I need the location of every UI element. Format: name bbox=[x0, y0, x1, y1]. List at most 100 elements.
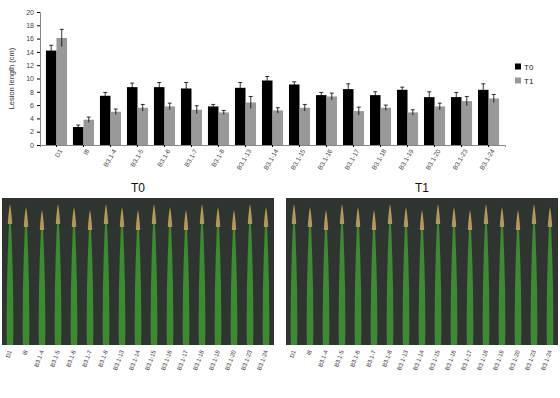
y-tick-label: 18 bbox=[26, 22, 34, 29]
error-line bbox=[132, 83, 133, 91]
legend-swatch bbox=[515, 78, 521, 84]
error-bar bbox=[276, 108, 280, 113]
error-cap bbox=[276, 107, 280, 108]
y-tick: 0 bbox=[30, 142, 40, 149]
y-tick: 18 bbox=[26, 22, 40, 29]
bar bbox=[191, 110, 202, 145]
error-line bbox=[213, 104, 214, 108]
error-bar bbox=[465, 96, 469, 105]
plot-area bbox=[46, 29, 499, 145]
leaf bbox=[231, 210, 238, 345]
bar bbox=[245, 102, 256, 145]
x-tick: B3.1-24 bbox=[478, 145, 496, 171]
leaf-label: B3.1-17 bbox=[176, 349, 189, 371]
y-tick-label: 4 bbox=[30, 115, 34, 122]
x-tick-mark bbox=[353, 145, 354, 147]
leaf bbox=[387, 204, 394, 345]
bar bbox=[83, 120, 94, 145]
bar bbox=[46, 51, 57, 145]
error-bar bbox=[492, 94, 496, 102]
error-line bbox=[331, 93, 332, 100]
x-axis-line bbox=[41, 146, 506, 148]
leaf bbox=[515, 210, 522, 345]
x-tick: B3.1-14 bbox=[262, 145, 280, 171]
panel-title: T0 bbox=[131, 181, 145, 195]
leaf-label: B3.1-18 bbox=[476, 349, 489, 371]
leaf-label: D1 bbox=[5, 349, 13, 359]
error-cap bbox=[292, 81, 296, 82]
bar bbox=[327, 96, 338, 145]
y-tick: 20 bbox=[26, 9, 40, 16]
bar bbox=[127, 87, 138, 145]
error-bar bbox=[195, 106, 199, 114]
error-cap bbox=[141, 104, 145, 105]
y-tick-label: 20 bbox=[26, 9, 34, 16]
leaf-lesion bbox=[152, 204, 156, 224]
leaf-label: B3.1-6 bbox=[65, 349, 77, 368]
y-tick: 2 bbox=[30, 128, 40, 135]
leaf-label: B3.1-24 bbox=[540, 349, 553, 371]
error-bar bbox=[438, 103, 442, 110]
error-line bbox=[466, 96, 467, 105]
leaf bbox=[7, 204, 14, 345]
error-cap bbox=[114, 109, 118, 110]
y-tick-mark bbox=[37, 39, 40, 40]
error-bar bbox=[319, 92, 323, 97]
y-axis-line bbox=[37, 13, 41, 146]
leaf-label: B3.1-23 bbox=[524, 349, 537, 371]
error-bar bbox=[130, 83, 134, 91]
x-tick: B3.1-13 bbox=[235, 145, 253, 171]
error-cap bbox=[168, 103, 172, 104]
leaf bbox=[87, 210, 94, 345]
bar bbox=[316, 95, 327, 145]
error-line bbox=[294, 82, 295, 87]
error-cap bbox=[60, 29, 64, 30]
leaf-lesion bbox=[500, 207, 504, 227]
series bbox=[56, 29, 499, 145]
x-tick-label: B3.1-16 bbox=[316, 147, 334, 171]
y-tick-mark bbox=[37, 79, 40, 80]
error-line bbox=[348, 84, 349, 95]
leaf-lesion bbox=[264, 207, 268, 227]
x-tick: B3.1-8 bbox=[210, 145, 226, 168]
x-tick-mark bbox=[407, 145, 408, 147]
error-cap bbox=[357, 107, 361, 108]
error-cap bbox=[427, 91, 431, 92]
x-tick: B3.1-6 bbox=[156, 145, 172, 168]
error-line bbox=[159, 82, 160, 91]
error-line bbox=[456, 92, 457, 101]
error-line bbox=[240, 82, 241, 93]
error-cap bbox=[157, 82, 161, 83]
y-axis: 02468101214161820 bbox=[26, 9, 40, 149]
x-tick-mark bbox=[434, 145, 435, 147]
error-bar bbox=[49, 45, 53, 56]
error-bar bbox=[481, 84, 485, 96]
error-bar bbox=[373, 92, 377, 99]
error-line bbox=[115, 109, 116, 114]
error-cap bbox=[400, 87, 404, 88]
leaf bbox=[307, 207, 314, 345]
x-tick: B3.1-4 bbox=[102, 145, 118, 168]
bar bbox=[100, 96, 111, 145]
x-tick-label: B3.1-4 bbox=[102, 147, 118, 167]
leaf bbox=[355, 207, 362, 345]
y-tick-label: 2 bbox=[30, 128, 34, 135]
bar bbox=[370, 95, 381, 145]
error-cap bbox=[465, 96, 469, 97]
figure: 02468101214161820D1I8B3.1-4B3.1-5B3.1-6B… bbox=[0, 0, 560, 398]
y-tick-label: 6 bbox=[30, 102, 34, 109]
error-line bbox=[61, 29, 62, 46]
x-tick-mark bbox=[272, 145, 273, 147]
legend-label: T1 bbox=[524, 77, 534, 86]
bar bbox=[73, 127, 84, 145]
error-line bbox=[88, 117, 89, 122]
x-tick: B3.1-15 bbox=[289, 145, 307, 171]
x-tick: B3.1-7 bbox=[183, 145, 199, 168]
error-line bbox=[483, 84, 484, 96]
error-cap bbox=[330, 93, 334, 94]
error-cap bbox=[238, 82, 242, 83]
y-tick: 10 bbox=[26, 75, 40, 82]
photo-panel: T1D1I8B3.1-4B3.1-5B3.1-6B3.1-7B3.1-8B3.1… bbox=[286, 181, 558, 371]
y-tick-mark bbox=[37, 118, 40, 119]
error-bar bbox=[211, 104, 215, 108]
